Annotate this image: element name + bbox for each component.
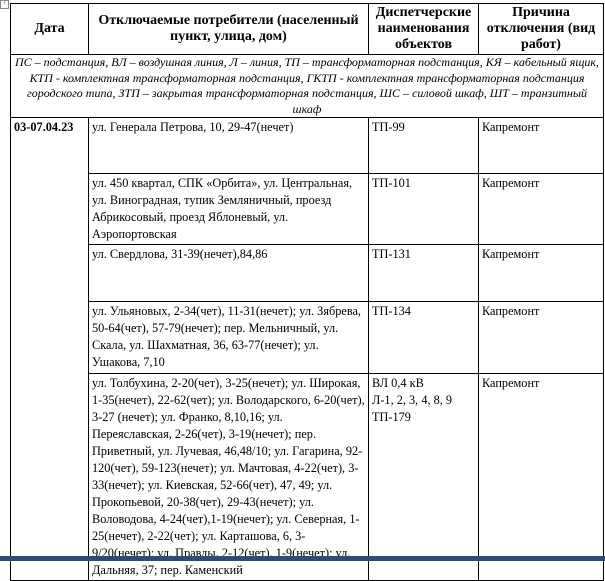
outage-table: Дата Отключаемые потребители (населенный…: [10, 3, 604, 581]
table-row: ул. Ульяновых, 2-34(чет), 11-31(нечет); …: [11, 301, 604, 374]
reason-cell: Капремонт: [478, 117, 604, 174]
header-objects: Диспетчерские наименования объектов: [368, 3, 479, 55]
consumers-cell: ул. Свердлова, 31-39(нечет),84,86: [88, 244, 369, 302]
header-consumers: Отключаемые потребители (населенный пунк…: [88, 3, 369, 55]
reason-cell: Капремонт: [478, 173, 604, 245]
abbreviation-legend: ПС – подстанция, ВЛ – воздушная линия, Л…: [10, 54, 604, 118]
table-row: ул. Свердлова, 31-39(нечет),84,86 ТП-131…: [11, 244, 604, 302]
consumers-cell: ул. Генерала Петрова, 10, 29-47(нечет): [88, 117, 369, 174]
consumers-cell: ул. 450 квартал, СПК «Орбита», ул. Центр…: [88, 173, 369, 245]
date-cell: 03-07.04.23: [10, 117, 89, 581]
consumers-cell: ул. Толбухина, 2-20(чет), 3-25(нечет); у…: [88, 373, 369, 581]
object-line: ВЛ 0,4 кВ: [372, 376, 424, 390]
table-row: ул. Толбухина, 2-20(чет), 3-25(нечет); у…: [11, 373, 604, 581]
header-date: Дата: [10, 3, 89, 55]
window-bottom-bar: [0, 556, 605, 561]
objects-cell: ВЛ 0,4 кВ Л-1, 2, 3, 4, 8, 9 ТП-179: [368, 373, 479, 581]
table-row: ул. 450 квартал, СПК «Орбита», ул. Центр…: [11, 173, 604, 245]
header-reason: Причина отключения (вид работ): [478, 3, 604, 55]
objects-cell: ТП-134: [368, 301, 479, 374]
table-move-handle[interactable]: +: [0, 0, 9, 9]
header-row: Дата Отключаемые потребители (населенный…: [10, 3, 604, 55]
legend-row: ПС – подстанция, ВЛ – воздушная линия, Л…: [10, 54, 604, 118]
object-line: ТП-179: [372, 410, 411, 424]
reason-cell: Капремонт: [478, 373, 604, 581]
objects-cell: ТП-101: [368, 173, 479, 245]
objects-cell: ТП-131: [368, 244, 479, 302]
objects-cell: ТП-99: [368, 117, 479, 174]
table-row: 03-07.04.23 ул. Генерала Петрова, 10, 29…: [10, 117, 604, 581]
reason-cell: Капремонт: [478, 244, 604, 302]
consumers-cell: ул. Ульяновых, 2-34(чет), 11-31(нечет); …: [88, 301, 369, 374]
object-line: Л-1, 2, 3, 4, 8, 9: [372, 393, 453, 407]
reason-cell: Капремонт: [478, 301, 604, 374]
